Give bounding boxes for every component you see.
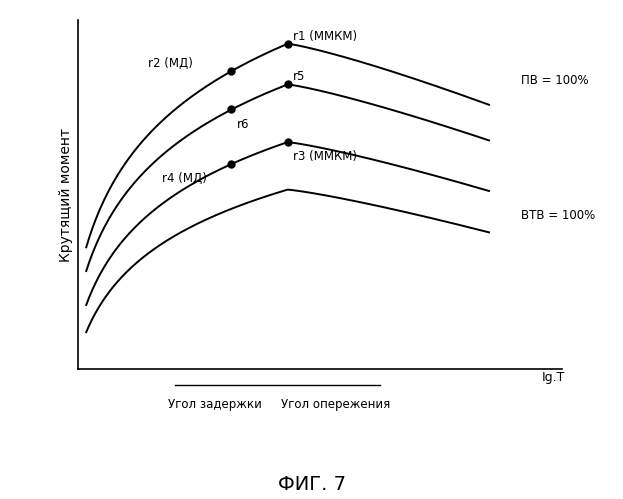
Text: r5: r5 — [293, 70, 305, 83]
Text: r1 (ММКМ): r1 (ММКМ) — [293, 29, 358, 42]
Text: r6: r6 — [237, 118, 249, 131]
Text: r2 (МД): r2 (МД) — [148, 57, 193, 70]
Text: ВТВ = 100%: ВТВ = 100% — [521, 209, 596, 222]
Y-axis label: Крутящий момент: Крутящий момент — [59, 128, 73, 261]
Text: r4 (МД): r4 (МД) — [162, 172, 207, 185]
Text: Угол задержки: Угол задержки — [168, 398, 262, 411]
Text: Угол опережения: Угол опережения — [282, 398, 391, 411]
Text: ФИГ. 7: ФИГ. 7 — [277, 475, 346, 494]
Text: Ig.T: Ig.T — [542, 371, 565, 384]
Text: r3 (ММКМ): r3 (ММКМ) — [293, 150, 357, 163]
Text: ПВ = 100%: ПВ = 100% — [521, 74, 589, 87]
